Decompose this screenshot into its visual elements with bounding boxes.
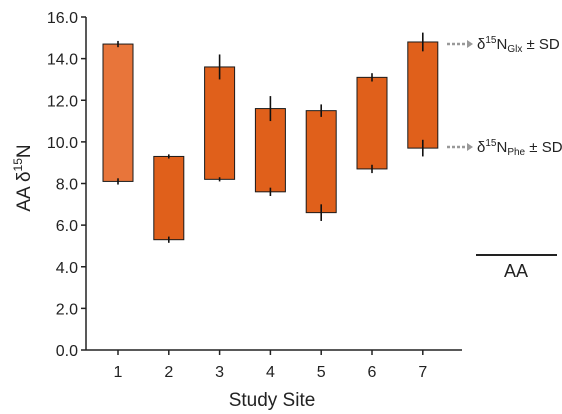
y-tick-label: 4.0: [56, 260, 78, 277]
legend-glx-sup: 15: [485, 35, 497, 46]
y-axis-title-sup: 15: [11, 158, 25, 172]
y-tick-label: 16.0: [47, 10, 78, 27]
bar: [407, 41, 439, 149]
y-tick-label: 12.0: [47, 93, 78, 110]
y-tick-label: 14.0: [47, 52, 78, 69]
y-tick-label: 10.0: [47, 135, 78, 152]
x-axis-title: Study Site: [229, 390, 316, 411]
bars: [102, 32, 439, 243]
y-tick-label: 6.0: [56, 218, 78, 235]
y-axis-title-prefix: AA δ: [14, 171, 35, 211]
legend-phe-arrowhead: [467, 143, 473, 151]
legend-group-label: AA: [504, 261, 528, 281]
legend-glx-prefix: δ: [477, 36, 485, 53]
x-axis-ticks: 1 2 3 4 5 6 7: [114, 350, 427, 381]
bar: [153, 155, 185, 241]
x-tick-label: 6: [368, 364, 377, 381]
y-axis-ticks: 0.0 2.0 4.0 6.0 8.0 10.0 12.0 14.0 16.0: [47, 10, 86, 360]
legend-phe-prefix: δ: [477, 139, 485, 156]
legend-phe-base: N: [496, 139, 507, 156]
legend-phe-label: δ15NPhe ± SD: [477, 138, 562, 158]
y-axis-title: AA δ15N: [11, 144, 35, 211]
x-tick-label: 3: [215, 364, 224, 381]
legend-phe-sub: Phe: [507, 147, 525, 158]
legend-glx-sub: Glx: [507, 44, 522, 55]
bar: [102, 43, 134, 182]
legend-glx-suffix: ± SD: [522, 36, 560, 53]
x-tick-label: 2: [164, 364, 173, 381]
x-tick-label: 5: [317, 364, 326, 381]
legend-glx-label: δ15NGlx ± SD: [477, 35, 560, 55]
bar: [305, 110, 337, 214]
legend-glx-arrowhead: [467, 40, 473, 48]
y-tick-label: 0.0: [56, 343, 78, 360]
legend-phe-sup: 15: [485, 138, 497, 149]
bar: [356, 76, 388, 170]
legend: δ15NGlx ± SD δ15NPhe ± SD AA: [447, 35, 562, 281]
x-tick-label: 7: [418, 364, 427, 381]
x-tick-label: 4: [266, 364, 275, 381]
y-tick-label: 8.0: [56, 177, 78, 194]
y-tick-label: 2.0: [56, 301, 78, 318]
x-tick-label: 1: [114, 364, 123, 381]
bar: [204, 66, 236, 180]
legend-glx-base: N: [496, 36, 507, 53]
legend-phe-suffix: ± SD: [525, 139, 562, 156]
y-axis-title-suffix: N: [14, 144, 35, 158]
